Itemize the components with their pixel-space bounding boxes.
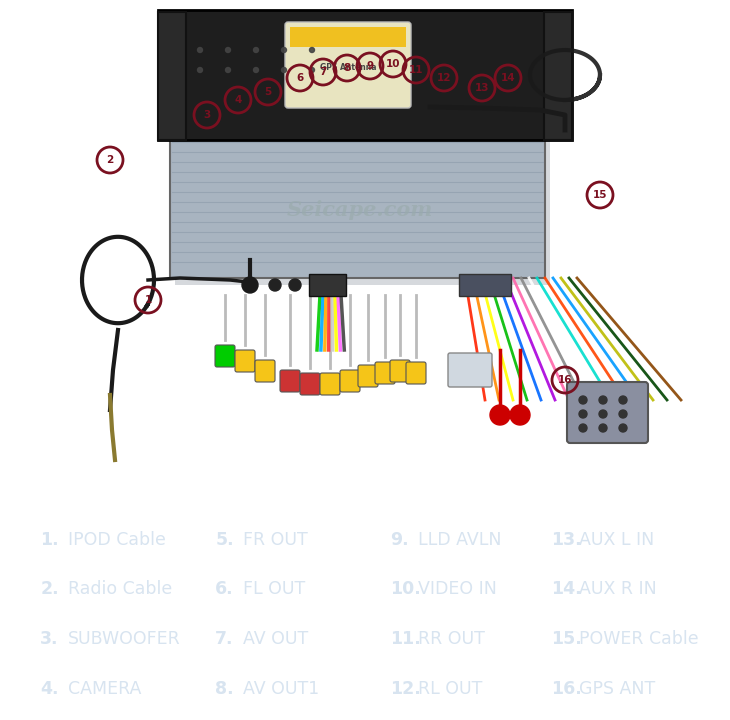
- Circle shape: [198, 48, 202, 53]
- Text: 7.: 7.: [215, 630, 234, 648]
- Text: SUBWOOFER: SUBWOOFER: [68, 630, 180, 648]
- Text: AV OUT: AV OUT: [243, 630, 308, 648]
- Circle shape: [253, 48, 258, 53]
- Text: 8.: 8.: [215, 680, 234, 698]
- Text: 10: 10: [385, 59, 400, 69]
- Circle shape: [510, 405, 530, 425]
- Text: 6: 6: [296, 73, 304, 83]
- FancyBboxPatch shape: [358, 365, 378, 387]
- Text: IPOD Cable: IPOD Cable: [68, 531, 166, 549]
- Text: RR OUT: RR OUT: [418, 630, 485, 648]
- Circle shape: [253, 68, 258, 73]
- Circle shape: [226, 68, 231, 73]
- Text: 1: 1: [145, 295, 152, 305]
- Circle shape: [282, 48, 286, 53]
- Text: 13: 13: [474, 83, 489, 93]
- Text: 11.: 11.: [391, 630, 421, 648]
- FancyBboxPatch shape: [390, 360, 410, 382]
- FancyBboxPatch shape: [340, 370, 360, 392]
- Text: 15.: 15.: [551, 630, 582, 648]
- Circle shape: [619, 424, 627, 432]
- Text: 13.: 13.: [551, 531, 582, 549]
- Text: GPS Antenna: GPS Antenna: [320, 63, 376, 73]
- Text: 3: 3: [204, 110, 211, 120]
- FancyBboxPatch shape: [544, 12, 572, 140]
- Circle shape: [579, 396, 587, 404]
- Text: 4: 4: [234, 95, 242, 105]
- FancyBboxPatch shape: [459, 274, 511, 296]
- Text: AUX R IN: AUX R IN: [579, 580, 657, 598]
- Circle shape: [599, 410, 607, 418]
- Circle shape: [282, 68, 286, 73]
- Text: 9.: 9.: [391, 531, 410, 549]
- Text: 12.: 12.: [391, 680, 421, 698]
- FancyBboxPatch shape: [406, 362, 426, 384]
- Text: 5.: 5.: [215, 531, 234, 549]
- Text: 2.: 2.: [40, 580, 59, 598]
- FancyBboxPatch shape: [300, 373, 320, 395]
- FancyBboxPatch shape: [320, 373, 340, 395]
- Text: LLD AVLN: LLD AVLN: [418, 531, 502, 549]
- Text: Seicape.com: Seicape.com: [287, 200, 433, 220]
- Circle shape: [619, 410, 627, 418]
- Text: FR OUT: FR OUT: [243, 531, 308, 549]
- Text: 6.: 6.: [215, 580, 234, 598]
- Circle shape: [269, 279, 281, 291]
- Circle shape: [579, 410, 587, 418]
- Text: 11: 11: [409, 65, 423, 75]
- Text: RL OUT: RL OUT: [418, 680, 483, 698]
- Circle shape: [226, 48, 231, 53]
- Text: POWER Cable: POWER Cable: [579, 630, 699, 648]
- Text: 12: 12: [437, 73, 451, 83]
- Text: 15: 15: [593, 190, 607, 200]
- Circle shape: [198, 68, 202, 73]
- Circle shape: [490, 405, 510, 425]
- Text: GPS ANT: GPS ANT: [579, 680, 655, 698]
- Text: 16: 16: [558, 375, 572, 385]
- Text: 14.: 14.: [551, 580, 582, 598]
- FancyBboxPatch shape: [255, 360, 275, 382]
- FancyBboxPatch shape: [567, 382, 648, 443]
- Text: VIDEO IN: VIDEO IN: [418, 580, 497, 598]
- Circle shape: [619, 396, 627, 404]
- Circle shape: [579, 424, 587, 432]
- FancyBboxPatch shape: [158, 10, 572, 140]
- FancyBboxPatch shape: [235, 350, 255, 372]
- Text: 8: 8: [343, 63, 350, 73]
- FancyBboxPatch shape: [285, 22, 411, 108]
- FancyBboxPatch shape: [280, 370, 300, 392]
- FancyBboxPatch shape: [309, 274, 346, 296]
- FancyBboxPatch shape: [175, 135, 550, 285]
- Text: 4.: 4.: [40, 680, 58, 698]
- FancyBboxPatch shape: [215, 345, 235, 367]
- Circle shape: [599, 396, 607, 404]
- FancyBboxPatch shape: [375, 362, 395, 384]
- Circle shape: [310, 48, 315, 53]
- Text: Radio Cable: Radio Cable: [68, 580, 172, 598]
- Text: 16.: 16.: [551, 680, 582, 698]
- Text: 14: 14: [501, 73, 515, 83]
- Text: 2: 2: [107, 155, 114, 165]
- FancyBboxPatch shape: [448, 353, 492, 387]
- Text: 5: 5: [264, 87, 272, 97]
- Text: 3.: 3.: [40, 630, 58, 648]
- Text: 7: 7: [319, 67, 327, 77]
- Circle shape: [289, 279, 301, 291]
- FancyBboxPatch shape: [290, 27, 406, 47]
- Text: 9: 9: [366, 61, 374, 71]
- Text: 1.: 1.: [40, 531, 59, 549]
- FancyBboxPatch shape: [170, 130, 545, 278]
- Circle shape: [242, 277, 258, 293]
- Text: AUX L IN: AUX L IN: [579, 531, 654, 549]
- Text: AV OUT1: AV OUT1: [243, 680, 319, 698]
- FancyBboxPatch shape: [158, 12, 186, 140]
- Text: CAMERA: CAMERA: [68, 680, 142, 698]
- Text: FL OUT: FL OUT: [243, 580, 305, 598]
- Circle shape: [599, 424, 607, 432]
- Text: 10.: 10.: [391, 580, 421, 598]
- Circle shape: [310, 68, 315, 73]
